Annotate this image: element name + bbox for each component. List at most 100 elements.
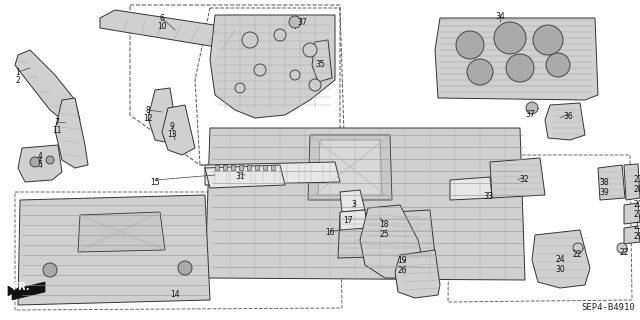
Circle shape: [533, 25, 563, 55]
Polygon shape: [18, 145, 62, 182]
Text: 14: 14: [170, 290, 180, 299]
Text: 33: 33: [483, 192, 493, 201]
Polygon shape: [215, 165, 219, 170]
Circle shape: [178, 261, 192, 275]
Polygon shape: [18, 195, 210, 305]
Text: 31: 31: [235, 172, 245, 181]
Polygon shape: [624, 226, 640, 244]
Text: 8: 8: [146, 106, 150, 115]
Polygon shape: [598, 165, 625, 200]
Polygon shape: [490, 158, 545, 198]
Polygon shape: [624, 203, 640, 224]
Text: 21: 21: [633, 175, 640, 184]
Text: 22: 22: [620, 248, 628, 257]
Text: 16: 16: [325, 228, 335, 237]
Text: 36: 36: [563, 112, 573, 121]
Text: 30: 30: [555, 265, 565, 274]
Circle shape: [254, 64, 266, 76]
Polygon shape: [239, 165, 243, 170]
Circle shape: [546, 53, 570, 77]
Text: 18: 18: [380, 220, 388, 229]
Circle shape: [467, 59, 493, 85]
Text: 12: 12: [143, 114, 153, 123]
Polygon shape: [78, 212, 165, 252]
Polygon shape: [8, 286, 16, 296]
Text: 23: 23: [633, 222, 640, 231]
Text: 10: 10: [157, 22, 167, 31]
Polygon shape: [360, 205, 425, 278]
Text: 27: 27: [633, 210, 640, 219]
Circle shape: [235, 83, 245, 93]
Polygon shape: [255, 165, 259, 170]
Polygon shape: [532, 230, 590, 288]
Polygon shape: [205, 165, 285, 188]
Text: 26: 26: [397, 266, 407, 275]
Text: SEP4-B4910: SEP4-B4910: [581, 303, 635, 312]
Text: 4: 4: [38, 152, 42, 161]
Circle shape: [46, 156, 54, 164]
Text: 19: 19: [397, 256, 407, 265]
Text: 9: 9: [170, 122, 175, 131]
Text: 2: 2: [15, 76, 20, 85]
Polygon shape: [395, 250, 440, 298]
Text: 37: 37: [525, 110, 535, 119]
Text: 24: 24: [555, 255, 565, 264]
Text: 35: 35: [315, 60, 325, 69]
Circle shape: [526, 102, 538, 114]
Polygon shape: [340, 190, 365, 212]
Polygon shape: [55, 98, 88, 168]
Text: 39: 39: [599, 188, 609, 197]
Polygon shape: [545, 103, 585, 140]
Text: 25: 25: [379, 230, 389, 239]
Text: 1: 1: [15, 68, 20, 77]
Text: 5: 5: [38, 160, 42, 169]
Circle shape: [573, 243, 583, 253]
Polygon shape: [338, 210, 435, 258]
Polygon shape: [263, 165, 267, 170]
Polygon shape: [223, 165, 227, 170]
Polygon shape: [624, 164, 640, 200]
Polygon shape: [340, 210, 367, 230]
Circle shape: [494, 22, 526, 54]
Circle shape: [506, 54, 534, 82]
Polygon shape: [15, 50, 80, 128]
Text: 38: 38: [599, 178, 609, 187]
Polygon shape: [205, 128, 525, 280]
Circle shape: [456, 31, 484, 59]
Text: 6: 6: [159, 14, 164, 23]
Text: 3: 3: [351, 200, 356, 209]
Circle shape: [290, 70, 300, 80]
Polygon shape: [308, 135, 392, 200]
Text: 20: 20: [633, 200, 640, 209]
Polygon shape: [162, 105, 195, 155]
Polygon shape: [205, 162, 340, 185]
Circle shape: [289, 16, 301, 28]
Circle shape: [274, 29, 286, 41]
Polygon shape: [247, 165, 251, 170]
Polygon shape: [312, 40, 332, 82]
Circle shape: [303, 43, 317, 57]
Text: 11: 11: [52, 126, 61, 135]
Polygon shape: [148, 88, 178, 142]
Text: 29: 29: [633, 232, 640, 241]
Text: 17: 17: [343, 216, 353, 225]
Polygon shape: [12, 282, 45, 300]
Polygon shape: [210, 15, 335, 118]
Polygon shape: [271, 165, 275, 170]
Text: 7: 7: [54, 118, 60, 127]
Text: 22: 22: [572, 250, 582, 259]
Text: 37: 37: [297, 18, 307, 27]
Text: 32: 32: [519, 175, 529, 184]
Text: 28: 28: [633, 185, 640, 194]
Circle shape: [43, 263, 57, 277]
Text: 15: 15: [150, 178, 160, 187]
Circle shape: [30, 157, 40, 167]
Circle shape: [242, 32, 258, 48]
Circle shape: [309, 79, 321, 91]
Polygon shape: [231, 165, 235, 170]
Text: 13: 13: [167, 130, 177, 139]
Polygon shape: [318, 140, 382, 195]
Text: 34: 34: [495, 12, 505, 21]
Circle shape: [617, 243, 627, 253]
Polygon shape: [435, 18, 598, 100]
